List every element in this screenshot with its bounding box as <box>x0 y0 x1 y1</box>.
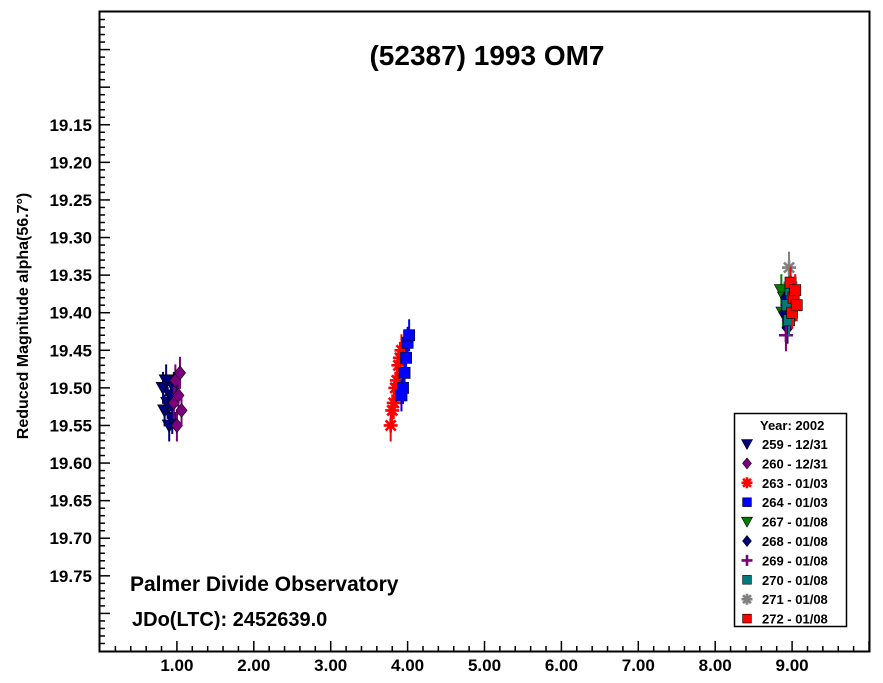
y-tick-label: 19.45 <box>49 341 92 360</box>
data-point <box>397 381 409 394</box>
legend-marker <box>742 613 752 624</box>
data-point <box>400 351 412 364</box>
legend-item: 271 - 01/08 <box>741 592 828 607</box>
legend-label: 271 - 01/08 <box>762 592 828 607</box>
legend-items: 259 - 12/31 260 - 12/31 263 - 01/03 264 - 0… <box>740 437 828 627</box>
legend-label: 264 - 01/03 <box>762 495 828 510</box>
data-point <box>778 328 793 343</box>
series-264 <box>395 319 416 412</box>
legend-item: 270 - 01/08 <box>742 573 828 588</box>
y-tick-label: 19.30 <box>49 229 92 248</box>
data-point <box>790 299 803 312</box>
x-tick-label: 4.00 <box>391 656 424 675</box>
y-tick-label: 19.60 <box>49 454 92 473</box>
legend-label: 260 - 12/31 <box>762 456 828 471</box>
legend-marker <box>741 554 753 566</box>
y-tick-label: 19.25 <box>49 191 92 210</box>
y-tick-label: 19.70 <box>49 529 92 548</box>
legend-marker <box>741 477 753 489</box>
data-point <box>383 418 398 433</box>
data-point <box>398 366 411 379</box>
legend-item: 268 - 01/08 <box>742 534 828 549</box>
y-axis-label: Reduced Magnitude alpha(56.7°) <box>15 193 32 439</box>
legend-item: 264 - 01/03 <box>742 495 828 510</box>
x-tick-label: 5.00 <box>468 656 501 675</box>
legend-marker <box>741 593 753 605</box>
legend-item: 263 - 01/03 <box>741 476 828 491</box>
data-point <box>173 365 186 381</box>
x-tick-label: 7.00 <box>622 656 655 675</box>
legend-label: 269 - 01/08 <box>762 553 828 568</box>
legend-item: 272 - 01/08 <box>742 612 828 627</box>
observatory-annotation: Palmer Divide Observatory <box>130 573 399 596</box>
x-axis: 1.00 2.00 3.00 4.00 5.00 6.00 7.00 8.00 9.00 <box>114 641 870 675</box>
y-tick-label: 19.55 <box>49 416 92 435</box>
data-point <box>392 350 407 365</box>
data-point <box>389 373 404 388</box>
legend-box <box>733 412 848 628</box>
data-point <box>386 395 401 410</box>
legend-label: 268 - 01/08 <box>762 534 828 549</box>
data-marks <box>155 251 803 442</box>
jdo-annotation: JDo(LTC): 2452639.0 <box>132 609 327 631</box>
data-point <box>158 374 174 388</box>
y-tick-label: 19.65 <box>49 492 92 511</box>
legend-marker <box>740 439 754 451</box>
data-point <box>789 284 802 297</box>
y-tick-label: 19.20 <box>49 153 92 172</box>
legend-marker <box>742 457 752 470</box>
y-tick-label: 19.50 <box>49 379 92 398</box>
data-point <box>403 329 416 342</box>
y-tick-label: 19.15 <box>49 116 92 135</box>
legend-marker <box>742 575 752 585</box>
x-tick-label: 8.00 <box>699 656 732 675</box>
legend-item: 259 - 12/31 <box>740 437 828 452</box>
data-point <box>391 358 406 373</box>
x-tick-label: 2.00 <box>237 656 270 675</box>
y-tick-label: 19.35 <box>49 266 92 285</box>
data-point <box>394 343 409 358</box>
data-point <box>782 260 797 275</box>
legend-marker <box>742 497 752 507</box>
series-260 <box>167 356 188 442</box>
legend-label: 267 - 01/08 <box>762 515 828 530</box>
legend-item: 260 - 12/31 <box>742 456 828 471</box>
legend-label: 270 - 01/08 <box>762 573 828 588</box>
data-point <box>388 380 403 395</box>
legend-label: 263 - 01/03 <box>762 476 828 491</box>
legend-title: Year: 2002 <box>760 418 824 433</box>
legend-marker <box>742 535 752 547</box>
legend-label: 272 - 01/08 <box>762 612 828 627</box>
x-tick-label: 9.00 <box>776 656 809 675</box>
data-point <box>385 403 400 418</box>
x-tick-label: 3.00 <box>314 656 347 675</box>
chart-title: (52387) 1993 OM7 <box>369 40 604 71</box>
legend: Year: 2002 259 - 12/31 260 - 12/31 263 - 0… <box>733 412 848 628</box>
x-tick-label: 6.00 <box>545 656 578 675</box>
legend-item: 267 - 01/08 <box>740 515 828 530</box>
legend-item: 269 - 01/08 <box>741 553 828 568</box>
x-tick-label: 1.00 <box>160 656 193 675</box>
y-tick-label: 19.75 <box>49 567 92 586</box>
legend-label: 259 - 12/31 <box>762 437 828 452</box>
data-point <box>164 412 180 426</box>
legend-marker <box>740 516 754 528</box>
data-point <box>175 402 188 418</box>
y-axis: 19.15 19.20 19.25 19.30 19.35 19.40 19.45 19.50… <box>49 18 110 645</box>
y-tick-label: 19.40 <box>49 304 92 323</box>
series-272 <box>784 266 803 329</box>
